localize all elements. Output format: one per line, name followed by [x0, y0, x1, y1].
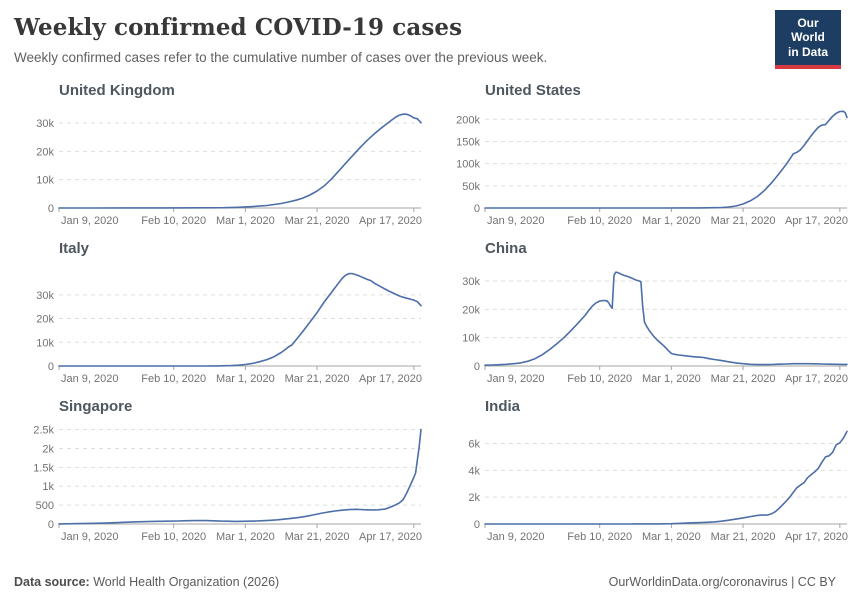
chart-footer: Data source: World Health Organization (…	[14, 575, 836, 589]
svg-text:Feb 10, 2020: Feb 10, 2020	[567, 531, 632, 543]
line-chart-united-states: 0 50k 100k 150k 200k Jan 9, 2020 Feb 10, 2020 M…	[456, 110, 848, 227]
charts-grid: United Kingdom 0 10k 20k 30k Jan 9, 2020 Feb …	[14, 82, 850, 552]
data-source: Data source: World Health Organization (…	[14, 575, 279, 589]
svg-text:Mar 21, 2020: Mar 21, 2020	[711, 215, 776, 227]
chart-title: Italy	[59, 240, 90, 257]
svg-text:0: 0	[48, 203, 54, 215]
svg-text:2k: 2k	[468, 492, 480, 504]
svg-text:0: 0	[474, 203, 480, 215]
svg-text:Feb 10, 2020: Feb 10, 2020	[567, 373, 632, 385]
svg-text:Jan 9, 2020: Jan 9, 2020	[61, 373, 119, 385]
svg-text:Feb 10, 2020: Feb 10, 2020	[141, 215, 206, 227]
svg-text:1k: 1k	[42, 481, 54, 493]
svg-text:10k: 10k	[36, 337, 54, 349]
chart-title: United States	[485, 82, 581, 99]
svg-text:2.5k: 2.5k	[33, 425, 54, 437]
chart-panel-china: China 0 10k 20k 30k Jan 9, 2020 Feb 10, 2020 M…	[440, 240, 850, 394]
chart-panel-united-states: United States 0 50k 100k 150k 200k Jan 9, 202…	[440, 82, 850, 236]
owid-logo-red-bar	[775, 65, 841, 70]
svg-text:0: 0	[48, 361, 54, 373]
svg-text:Apr 17, 2020: Apr 17, 2020	[785, 531, 848, 543]
svg-text:20k: 20k	[462, 304, 480, 316]
chart-panel-singapore: Singapore 0 500 1k 1.5k 2k 2.5k Jan 9, 2020 Feb…	[14, 398, 424, 552]
svg-text:200k: 200k	[456, 114, 480, 126]
svg-text:0: 0	[48, 519, 54, 531]
svg-text:Jan 9, 2020: Jan 9, 2020	[487, 531, 545, 543]
chart-panel-united-kingdom: United Kingdom 0 10k 20k 30k Jan 9, 2020 Feb …	[14, 82, 424, 236]
chart-title: India	[485, 398, 521, 415]
svg-text:Mar 1, 2020: Mar 1, 2020	[216, 531, 275, 543]
owid-logo: Our World in Data	[775, 10, 841, 70]
svg-text:50k: 50k	[462, 181, 480, 193]
svg-text:30k: 30k	[462, 276, 480, 288]
svg-text:Mar 21, 2020: Mar 21, 2020	[711, 531, 776, 543]
owid-logo-line2: in Data	[787, 44, 828, 59]
chart-title: China	[485, 240, 527, 257]
svg-text:Mar 21, 2020: Mar 21, 2020	[285, 373, 350, 385]
svg-text:0: 0	[474, 519, 480, 531]
owid-logo-line1: Our World	[791, 16, 825, 45]
svg-text:6k: 6k	[468, 438, 480, 450]
svg-text:Mar 1, 2020: Mar 1, 2020	[216, 215, 275, 227]
svg-text:Mar 21, 2020: Mar 21, 2020	[285, 531, 350, 543]
svg-text:Jan 9, 2020: Jan 9, 2020	[61, 531, 119, 543]
chart-header: Weekly confirmed COVID-19 cases Weekly c…	[14, 14, 760, 65]
svg-text:2k: 2k	[42, 443, 54, 455]
svg-text:100k: 100k	[456, 159, 480, 171]
page-title: Weekly confirmed COVID-19 cases	[14, 14, 463, 41]
svg-text:30k: 30k	[36, 118, 54, 130]
data-source-label: Data source:	[14, 575, 90, 589]
svg-text:Apr 17, 2020: Apr 17, 2020	[785, 215, 848, 227]
svg-text:Jan 9, 2020: Jan 9, 2020	[61, 215, 119, 227]
svg-text:Mar 1, 2020: Mar 1, 2020	[216, 373, 275, 385]
svg-text:Apr 17, 2020: Apr 17, 2020	[359, 531, 422, 543]
svg-text:20k: 20k	[36, 146, 54, 158]
svg-text:10k: 10k	[36, 175, 54, 187]
svg-text:Mar 1, 2020: Mar 1, 2020	[642, 531, 701, 543]
chart-title: United Kingdom	[59, 82, 175, 99]
svg-text:0: 0	[474, 361, 480, 373]
svg-text:4k: 4k	[468, 465, 480, 477]
credit-link[interactable]: OurWorldinData.org/coronavirus | CC BY	[608, 575, 836, 589]
svg-text:20k: 20k	[36, 314, 54, 326]
svg-text:500: 500	[36, 500, 54, 512]
line-chart-singapore: 0 500 1k 1.5k 2k 2.5k Jan 9, 2020 Feb 10, 2020 M…	[33, 425, 422, 543]
page-subtitle: Weekly confirmed cases refer to the cumu…	[14, 50, 548, 65]
svg-text:Apr 17, 2020: Apr 17, 2020	[359, 215, 422, 227]
line-chart-united-kingdom: 0 10k 20k 30k Jan 9, 2020 Feb 10, 2020 Mar 1, …	[36, 113, 422, 227]
svg-text:Feb 10, 2020: Feb 10, 2020	[567, 215, 632, 227]
svg-text:Jan 9, 2020: Jan 9, 2020	[487, 215, 545, 227]
svg-text:Mar 1, 2020: Mar 1, 2020	[642, 373, 701, 385]
line-chart-china: 0 10k 20k 30k Jan 9, 2020 Feb 10, 2020 Mar 1, …	[462, 271, 848, 385]
owid-logo-text: Our World in Data	[775, 10, 841, 66]
chart-panel-india: India 0 2k 4k 6k Jan 9, 2020 Feb 10, 2020 Mar …	[440, 398, 850, 552]
svg-text:Mar 21, 2020: Mar 21, 2020	[711, 373, 776, 385]
svg-text:Mar 21, 2020: Mar 21, 2020	[285, 215, 350, 227]
svg-text:Jan 9, 2020: Jan 9, 2020	[487, 373, 545, 385]
svg-text:30k: 30k	[36, 290, 54, 302]
line-chart-italy: 0 10k 20k 30k Jan 9, 2020 Feb 10, 2020 Mar 1, …	[36, 272, 422, 385]
svg-text:Mar 1, 2020: Mar 1, 2020	[642, 215, 701, 227]
data-source-text: World Health Organization (2026)	[89, 575, 280, 589]
line-chart-india: 0 2k 4k 6k Jan 9, 2020 Feb 10, 2020 Mar 1, 202…	[468, 430, 848, 543]
chart-title: Singapore	[59, 398, 133, 415]
svg-text:10k: 10k	[462, 333, 480, 345]
chart-panel-italy: Italy 0 10k 20k 30k Jan 9, 2020 Feb 10, 2020 M…	[14, 240, 424, 394]
svg-text:Apr 17, 2020: Apr 17, 2020	[359, 373, 422, 385]
svg-text:Feb 10, 2020: Feb 10, 2020	[141, 373, 206, 385]
svg-text:Feb 10, 2020: Feb 10, 2020	[141, 531, 206, 543]
svg-text:Apr 17, 2020: Apr 17, 2020	[785, 373, 848, 385]
svg-text:150k: 150k	[456, 136, 480, 148]
svg-text:1.5k: 1.5k	[33, 462, 54, 474]
